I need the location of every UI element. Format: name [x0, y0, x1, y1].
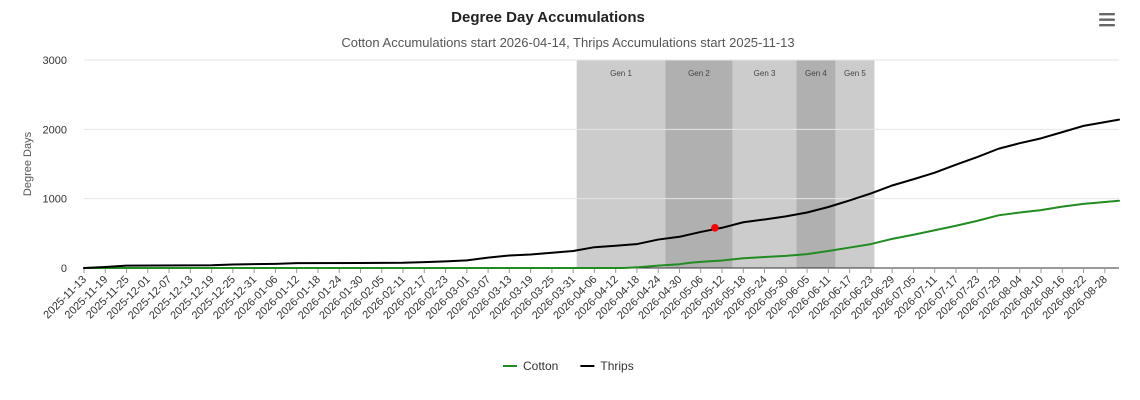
- markers: [711, 223, 719, 232]
- gen-band: [796, 60, 836, 268]
- x-axis-ticks: 2025-11-132025-11-192025-11-252025-12-01…: [41, 267, 1119, 322]
- series-lines: [83, 118, 1120, 269]
- highlight-marker: [711, 223, 719, 232]
- chart-subtitle: Cotton Accumulations start 2026-04-14, T…: [341, 35, 794, 50]
- series-line-thrips: [83, 118, 1120, 269]
- gen-band-label: Gen 5: [844, 69, 866, 78]
- gen-band: [576, 60, 666, 268]
- hamburger-menu-button[interactable]: [1094, 8, 1120, 32]
- gen-band-label: Gen 4: [805, 69, 827, 78]
- gen-band: [835, 60, 875, 268]
- gen-band-label: Gen 2: [688, 69, 710, 78]
- hamburger-menu-icon: [1099, 13, 1115, 27]
- series-line-cotton: [83, 199, 1120, 269]
- gen-band-label: Gen 3: [754, 69, 776, 78]
- y-axis-label: Degree Days: [22, 131, 34, 196]
- generation-bands: Gen 1 Gen 2 Gen 3 Gen 4 Gen 5: [576, 60, 875, 268]
- y-tick-label: 2000: [43, 124, 67, 136]
- y-tick-label: 0: [61, 263, 67, 275]
- legend-item-cotton[interactable]: Cotton: [523, 359, 558, 373]
- y-tick-label: 1000: [43, 194, 67, 206]
- legend-item-thrips[interactable]: Thrips: [600, 359, 633, 373]
- y-axis-ticks: 0 1000 2000 3000: [43, 55, 67, 275]
- chart-title: Degree Day Accumulations: [451, 9, 645, 26]
- gridlines: [84, 59, 1119, 200]
- gen-band-label: Gen 1: [610, 69, 632, 78]
- y-tick-label: 3000: [43, 55, 67, 67]
- legend: Cotton Thrips: [503, 359, 634, 373]
- gen-band: [732, 60, 797, 268]
